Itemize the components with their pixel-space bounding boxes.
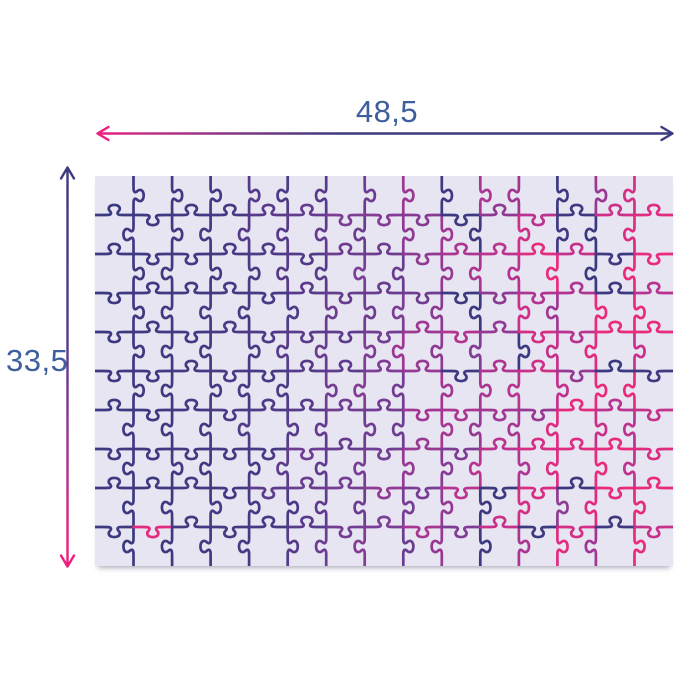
height-dimension-label: 33,5 [6,343,69,378]
arrow-left-icon [96,125,110,142]
puzzle-image [95,176,673,566]
height-arrow [59,166,76,568]
arrow-down-icon [59,554,76,568]
width-arrow [96,125,674,142]
arrow-up-icon [59,166,76,180]
puzzle-pattern [95,176,673,566]
width-dimension-label: 48,5 [355,94,419,129]
arrow-right-icon [660,125,674,142]
